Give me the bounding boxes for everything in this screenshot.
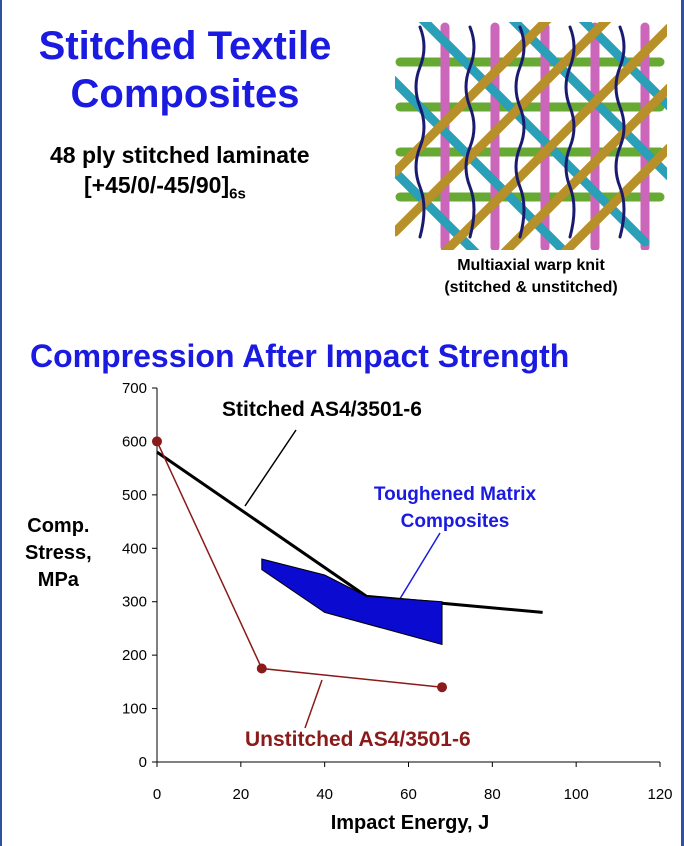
y-label-line: Comp. xyxy=(27,515,90,537)
x-tick-label: 80 xyxy=(484,786,501,803)
subtitle: 48 ply stitched laminate xyxy=(50,142,310,168)
y-tick-label: 0 xyxy=(139,754,147,771)
y-tick-label: 100 xyxy=(122,701,147,718)
caption-line: (stitched & unstitched) xyxy=(444,279,618,296)
layup-text: [+45/0/-45/90] xyxy=(84,172,230,198)
y-tick-label: 700 xyxy=(122,380,147,397)
image-caption: Multiaxial warp knit (stitched & unstitc… xyxy=(395,255,667,299)
frame-left xyxy=(0,0,2,846)
y-tick-label: 200 xyxy=(122,647,147,664)
y-tick-label: 300 xyxy=(122,594,147,611)
line xyxy=(156,441,443,688)
marker xyxy=(256,663,267,674)
illustration xyxy=(395,22,667,250)
slide-title: Stitched Textile Composites xyxy=(38,24,332,116)
x-tick-label: 0 xyxy=(153,786,161,803)
y-tick-label: 400 xyxy=(122,540,147,557)
y-label-line: Stress, xyxy=(25,542,92,564)
marker xyxy=(437,682,448,693)
x-tick-label: 60 xyxy=(400,786,417,803)
x-tick-label: 20 xyxy=(232,786,249,803)
caption-line: Multiaxial warp knit xyxy=(457,257,605,274)
y-axis-label: Comp. Stress, MPa xyxy=(25,513,92,594)
y-tick-label: 600 xyxy=(122,433,147,450)
leader-line xyxy=(304,679,323,729)
chart-title: Compression After Impact Strength xyxy=(30,338,570,374)
series-label: Unstitched AS4/3501-6 xyxy=(245,728,471,751)
y-tick-label: 500 xyxy=(122,487,147,504)
leader-line xyxy=(397,532,441,603)
region xyxy=(261,558,443,646)
layup-sub: 6s xyxy=(229,185,246,203)
frame-right xyxy=(681,0,684,846)
series-label: Stitched AS4/3501-6 xyxy=(222,398,422,421)
y-label-line: MPa xyxy=(37,569,79,591)
marker xyxy=(152,436,162,447)
layup: [+45/0/-45/90]6s xyxy=(84,172,246,203)
x-axis-label: Impact Energy, J xyxy=(330,812,490,834)
series-label: Toughened Matrix Composites xyxy=(373,484,537,532)
x-tick-label: 40 xyxy=(316,786,333,803)
x-tick-label: 100 xyxy=(564,786,589,803)
x-tick-label: 120 xyxy=(647,786,672,803)
leader-line xyxy=(244,429,297,507)
